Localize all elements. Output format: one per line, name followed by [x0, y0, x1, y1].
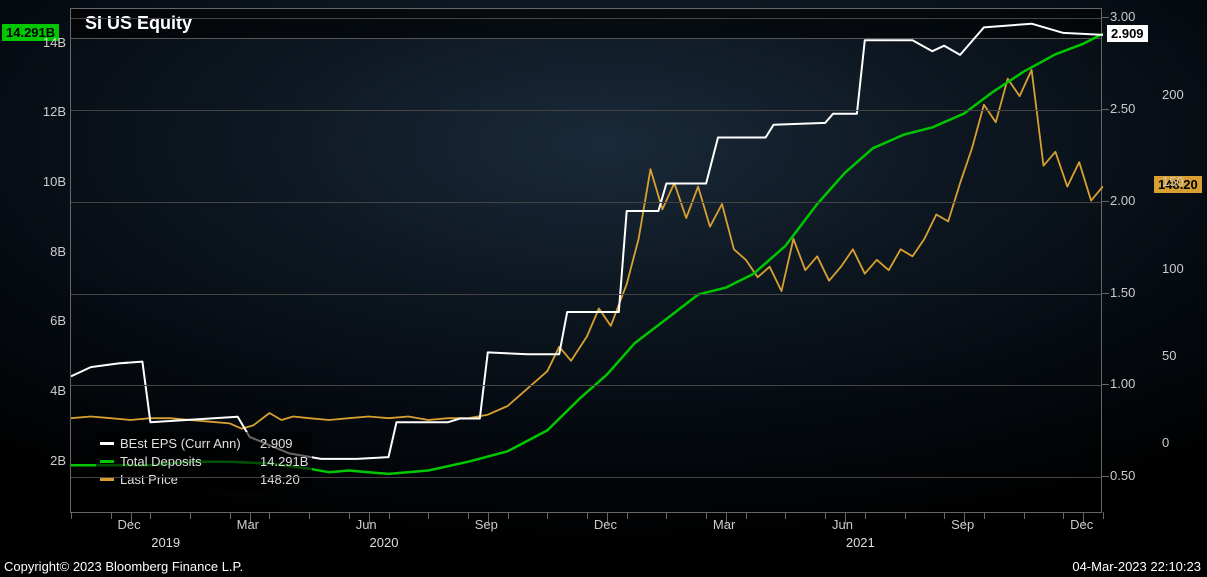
legend-row: Last Price148.20	[100, 470, 308, 488]
x-month-label: Jun	[832, 517, 853, 532]
series-price	[71, 70, 1103, 429]
y-right-price-label: 0	[1162, 435, 1169, 450]
x-month-label: Dec	[594, 517, 617, 532]
x-month-label: Mar	[237, 517, 259, 532]
chart-area: SI US Equity BEst EPS (Curr Ann)2.909Tot…	[70, 8, 1102, 513]
bloomberg-terminal: SI US Equity BEst EPS (Curr Ann)2.909Tot…	[0, 0, 1207, 577]
y-left-label: 10B	[43, 174, 66, 189]
legend-swatch	[100, 442, 114, 445]
x-month-label: Dec	[1070, 517, 1093, 532]
legend-swatch	[100, 460, 114, 463]
y-left-label: 4B	[50, 383, 66, 398]
legend-row: BEst EPS (Curr Ann)2.909	[100, 434, 308, 452]
gridline	[71, 110, 1101, 111]
gridline	[71, 385, 1101, 386]
gridline	[71, 18, 1101, 19]
y-left-label: 14B	[43, 35, 66, 50]
legend-name: BEst EPS (Curr Ann)	[120, 436, 260, 451]
title-bar: SI US Equity	[71, 9, 1101, 39]
y-left-label: 6B	[50, 313, 66, 328]
copyright-text: Copyright© 2023 Bloomberg Finance L.P.	[4, 559, 243, 574]
y-right-eps-label: 1.00	[1110, 376, 1135, 391]
y-right-eps-label: 2.00	[1110, 193, 1135, 208]
x-month-label: Mar	[713, 517, 735, 532]
y-right-price-label: 150	[1162, 174, 1184, 189]
y-right-price-label: 200	[1162, 87, 1184, 102]
y-right-eps-label: 0.50	[1110, 468, 1135, 483]
gridline	[71, 477, 1101, 478]
y-right-eps-label: 3.00	[1110, 9, 1135, 24]
legend: BEst EPS (Curr Ann)2.909Total Deposits14…	[96, 432, 312, 490]
x-month-label: Sep	[951, 517, 974, 532]
chart-title: SI US Equity	[85, 13, 192, 33]
legend-row: Total Deposits14.291B	[100, 452, 308, 470]
legend-value: 148.20	[260, 472, 300, 487]
gridline	[71, 294, 1101, 295]
y-left-label: 2B	[50, 453, 66, 468]
y-left-label: 8B	[50, 244, 66, 259]
timestamp-text: 04-Mar-2023 22:10:23	[1072, 559, 1201, 574]
series-eps	[71, 24, 1103, 459]
y-right-price-label: 50	[1162, 348, 1176, 363]
eps-value-badge: 2.909	[1107, 25, 1148, 42]
y-right-eps-label: 1.50	[1110, 285, 1135, 300]
legend-name: Total Deposits	[120, 454, 260, 469]
y-right-price-label: 100	[1162, 261, 1184, 276]
x-month-label: Sep	[475, 517, 498, 532]
legend-value: 2.909	[260, 436, 293, 451]
legend-name: Last Price	[120, 472, 260, 487]
series-deposits	[71, 34, 1103, 474]
x-year-label: 2019	[151, 535, 180, 550]
gridline	[71, 202, 1101, 203]
legend-value: 14.291B	[260, 454, 308, 469]
x-year-label: 2021	[846, 535, 875, 550]
x-month-label: Jun	[356, 517, 377, 532]
x-month-label: Dec	[118, 517, 141, 532]
y-right-eps-label: 2.50	[1110, 101, 1135, 116]
y-left-label: 12B	[43, 104, 66, 119]
x-year-label: 2020	[370, 535, 399, 550]
